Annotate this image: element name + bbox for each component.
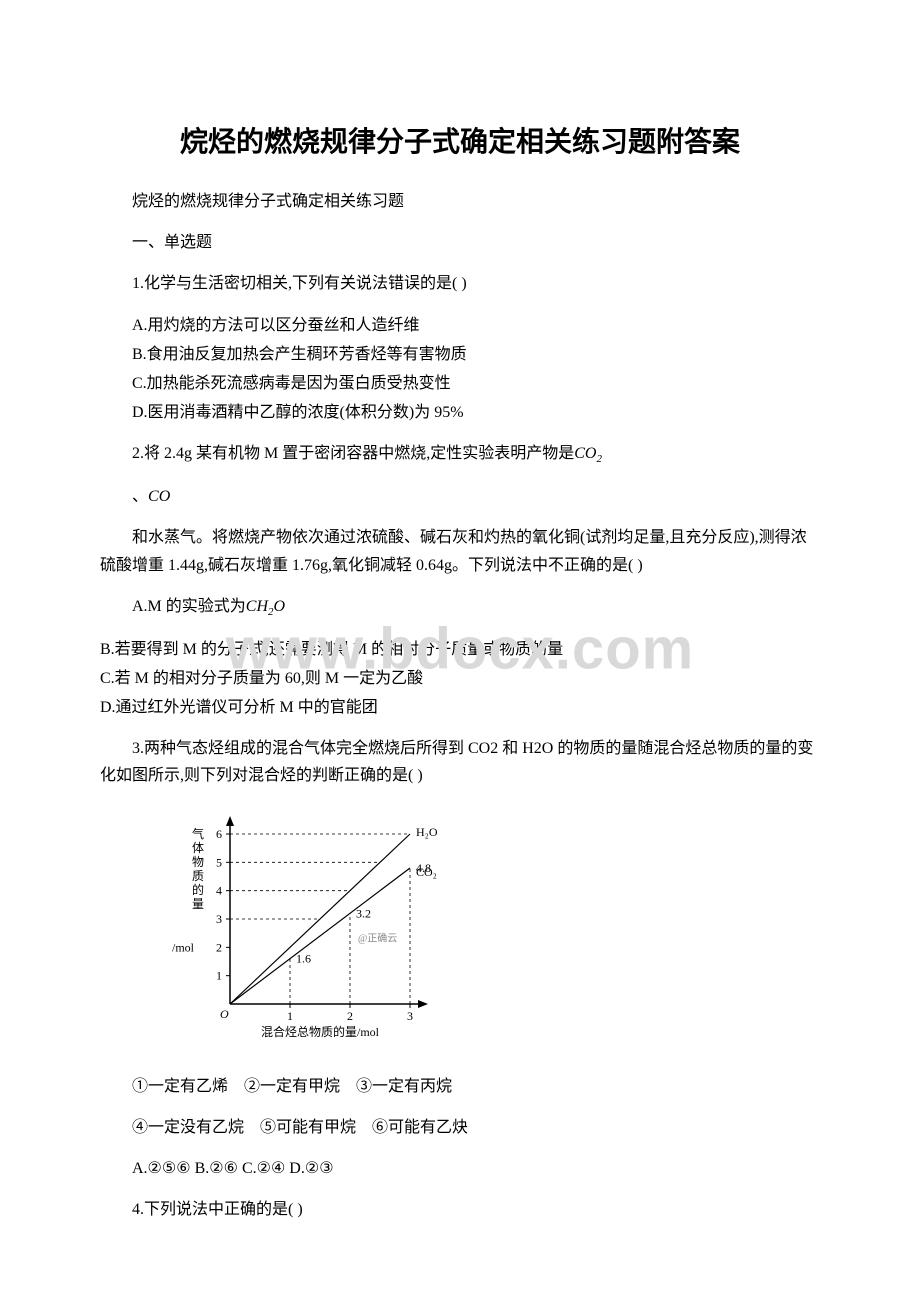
svg-text:@正确云: @正确云 [358,931,397,944]
q2-choice-d: D.通过红外光谱仪可分析 M 中的官能团 [100,694,820,721]
subtitle: 烷烃的燃烧规律分子式确定相关练习题 [100,188,820,215]
q2-a-pre: A.M 的实验式为 [132,598,246,615]
svg-text:2: 2 [216,940,222,954]
q1-stem: 1.化学与生活密切相关,下列有关说法错误的是( ) [100,270,820,297]
q1-choice-d: D.医用消毒酒精中乙醇的浓度(体积分数)为 95% [100,399,820,426]
q2-stem-part1: 2.将 2.4g 某有机物 M 置于密闭容器中燃烧,定性实验表明产物是CO2 [100,440,820,469]
svg-text:H₂O: H₂O [416,825,438,839]
q2-choice-c: C.若 M 的相对分子质量为 60,则 M 一定为乙酸 [100,665,820,692]
q2-stem-mid: 、CO [100,483,820,510]
q4-stem: 4.下列说法中正确的是( ) [100,1196,820,1223]
q3-options-2: ④一定没有乙烷 ⑤可能有甲烷 ⑥可能有乙炔 [100,1114,820,1141]
section-heading: 一、单选题 [100,229,820,256]
svg-text:混合烃总物质的量/mol: 混合烃总物质的量/mol [261,1024,380,1039]
svg-text:3: 3 [407,1009,413,1023]
svg-text:量: 量 [192,897,204,911]
q2-choice-a: A.M 的实验式为CH2O [100,593,820,622]
svg-text:物: 物 [192,855,204,869]
svg-text:的: 的 [192,882,204,897]
svg-text:1: 1 [216,968,222,982]
q3-choices: A.②⑤⑥ B.②⑥ C.②④ D.②③ [100,1155,820,1182]
svg-text:1.6: 1.6 [296,951,311,965]
svg-text:1: 1 [287,1009,293,1023]
q2-stem-pre: 2.将 2.4g 某有机物 M 置于密闭容器中燃烧,定性实验表明产物是 [132,445,574,462]
svg-text:3.2: 3.2 [356,906,371,920]
q1-choice-c: C.加热能杀死流感病毒是因为蛋白质受热变性 [100,370,820,397]
svg-text:3: 3 [216,912,222,926]
svg-text:O: O [220,1007,229,1021]
svg-text:4.8: 4.8 [416,861,431,875]
q1-choice-a: A.用灼烧的方法可以区分蚕丝和人造纤维 [100,312,820,339]
chart-svg: 123456O123H₂OCO₂3.21.64.8气体物质的量/mol混合烃总物… [160,804,480,1054]
q2-mid: 、 [132,488,148,505]
q2-co-formula: CO [148,488,170,505]
page-title: 烷烃的燃烧规律分子式确定相关练习题附答案 [100,120,820,160]
svg-text:6: 6 [216,827,222,841]
q2-choice-b: B.若要得到 M 的分子式,还需要测得 M 的相对分子质量或物质的量 [100,636,820,663]
q3-stem: 3.两种气态烃组成的混合气体完全燃烧后所得到 CO2 和 H2O 的物质的量随混… [100,735,820,789]
q3-options-1: ①一定有乙烯 ②一定有甲烷 ③一定有丙烷 [100,1073,820,1100]
svg-text:质: 质 [192,869,204,883]
q3-chart: 123456O123H₂OCO₂3.21.64.8气体物质的量/mol混合烃总物… [160,804,820,1059]
svg-text:/mol: /mol [172,940,195,954]
q2-co2-formula: CO2 [574,445,602,462]
svg-text:气: 气 [192,826,204,841]
q2-a-formula: CH2O [246,598,285,615]
q2-stem-post: 和水蒸气。将燃烧产物依次通过浓硫酸、碱石灰和灼热的氧化铜(试剂均足量,且充分反应… [100,524,820,578]
svg-text:体: 体 [192,841,204,855]
svg-text:4: 4 [216,883,222,897]
q1-choice-b: B.食用油反复加热会产生稠环芳香烃等有害物质 [100,341,820,368]
svg-text:2: 2 [347,1009,353,1023]
svg-text:5: 5 [216,855,222,869]
